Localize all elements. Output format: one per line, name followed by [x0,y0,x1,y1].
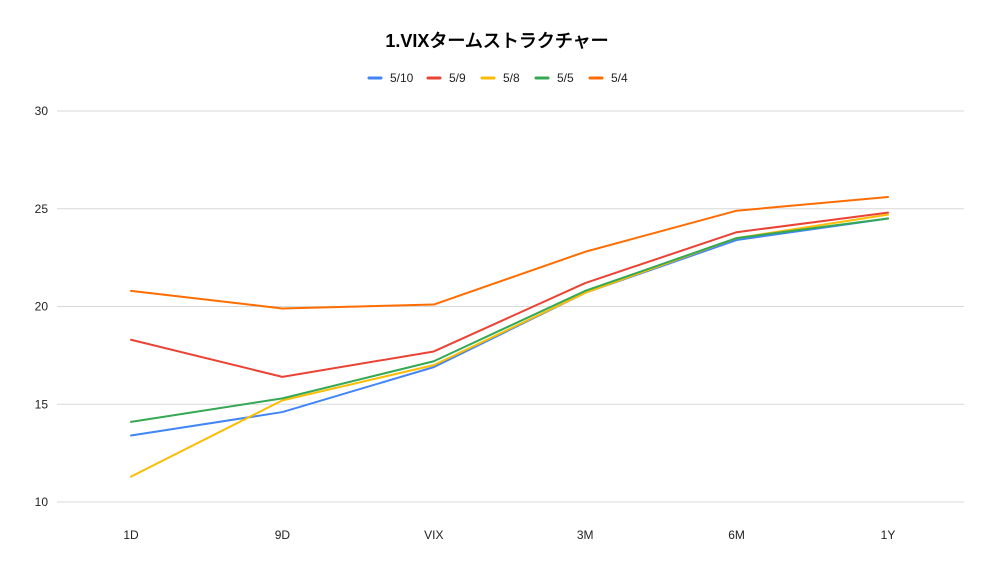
series-line-5-5 [130,217,889,423]
series-lines [130,196,889,478]
y-tick-label: 10 [35,495,49,509]
legend-label: 5/9 [449,71,466,85]
legend: 5/10 5/9 5/8 5/5 5/4 [367,71,628,85]
y-axis-ticks: 10 15 20 25 30 [35,104,49,509]
x-tick-label: 6M [728,528,745,542]
legend-item[interactable]: 5/10 [367,71,414,85]
x-axis-ticks: 1D 9D VIX 3M 6M 1Y [123,528,895,542]
legend-item[interactable]: 5/9 [426,71,466,85]
chart-title: 1.VIXタームストラクチャー [385,31,608,51]
x-tick-label: VIX [424,528,443,542]
series-line-5-8 [130,213,889,478]
legend-label: 5/5 [557,71,574,85]
y-tick-label: 30 [35,104,49,118]
legend-label: 5/8 [503,71,520,85]
series-line-5-9 [130,211,889,378]
x-tick-label: 1Y [881,528,896,542]
x-tick-label: 1D [123,528,139,542]
series-line-5-4 [130,196,889,310]
y-tick-label: 15 [35,397,49,411]
y-tick-label: 25 [35,202,49,216]
legend-item[interactable]: 5/5 [534,71,574,85]
y-tick-label: 20 [35,300,49,314]
gridlines [57,110,964,503]
legend-item[interactable]: 5/4 [588,71,628,85]
x-tick-label: 3M [577,528,594,542]
legend-label: 5/10 [390,71,414,85]
legend-label: 5/4 [611,71,628,85]
legend-item[interactable]: 5/8 [480,71,520,85]
x-tick-label: 9D [275,528,291,542]
